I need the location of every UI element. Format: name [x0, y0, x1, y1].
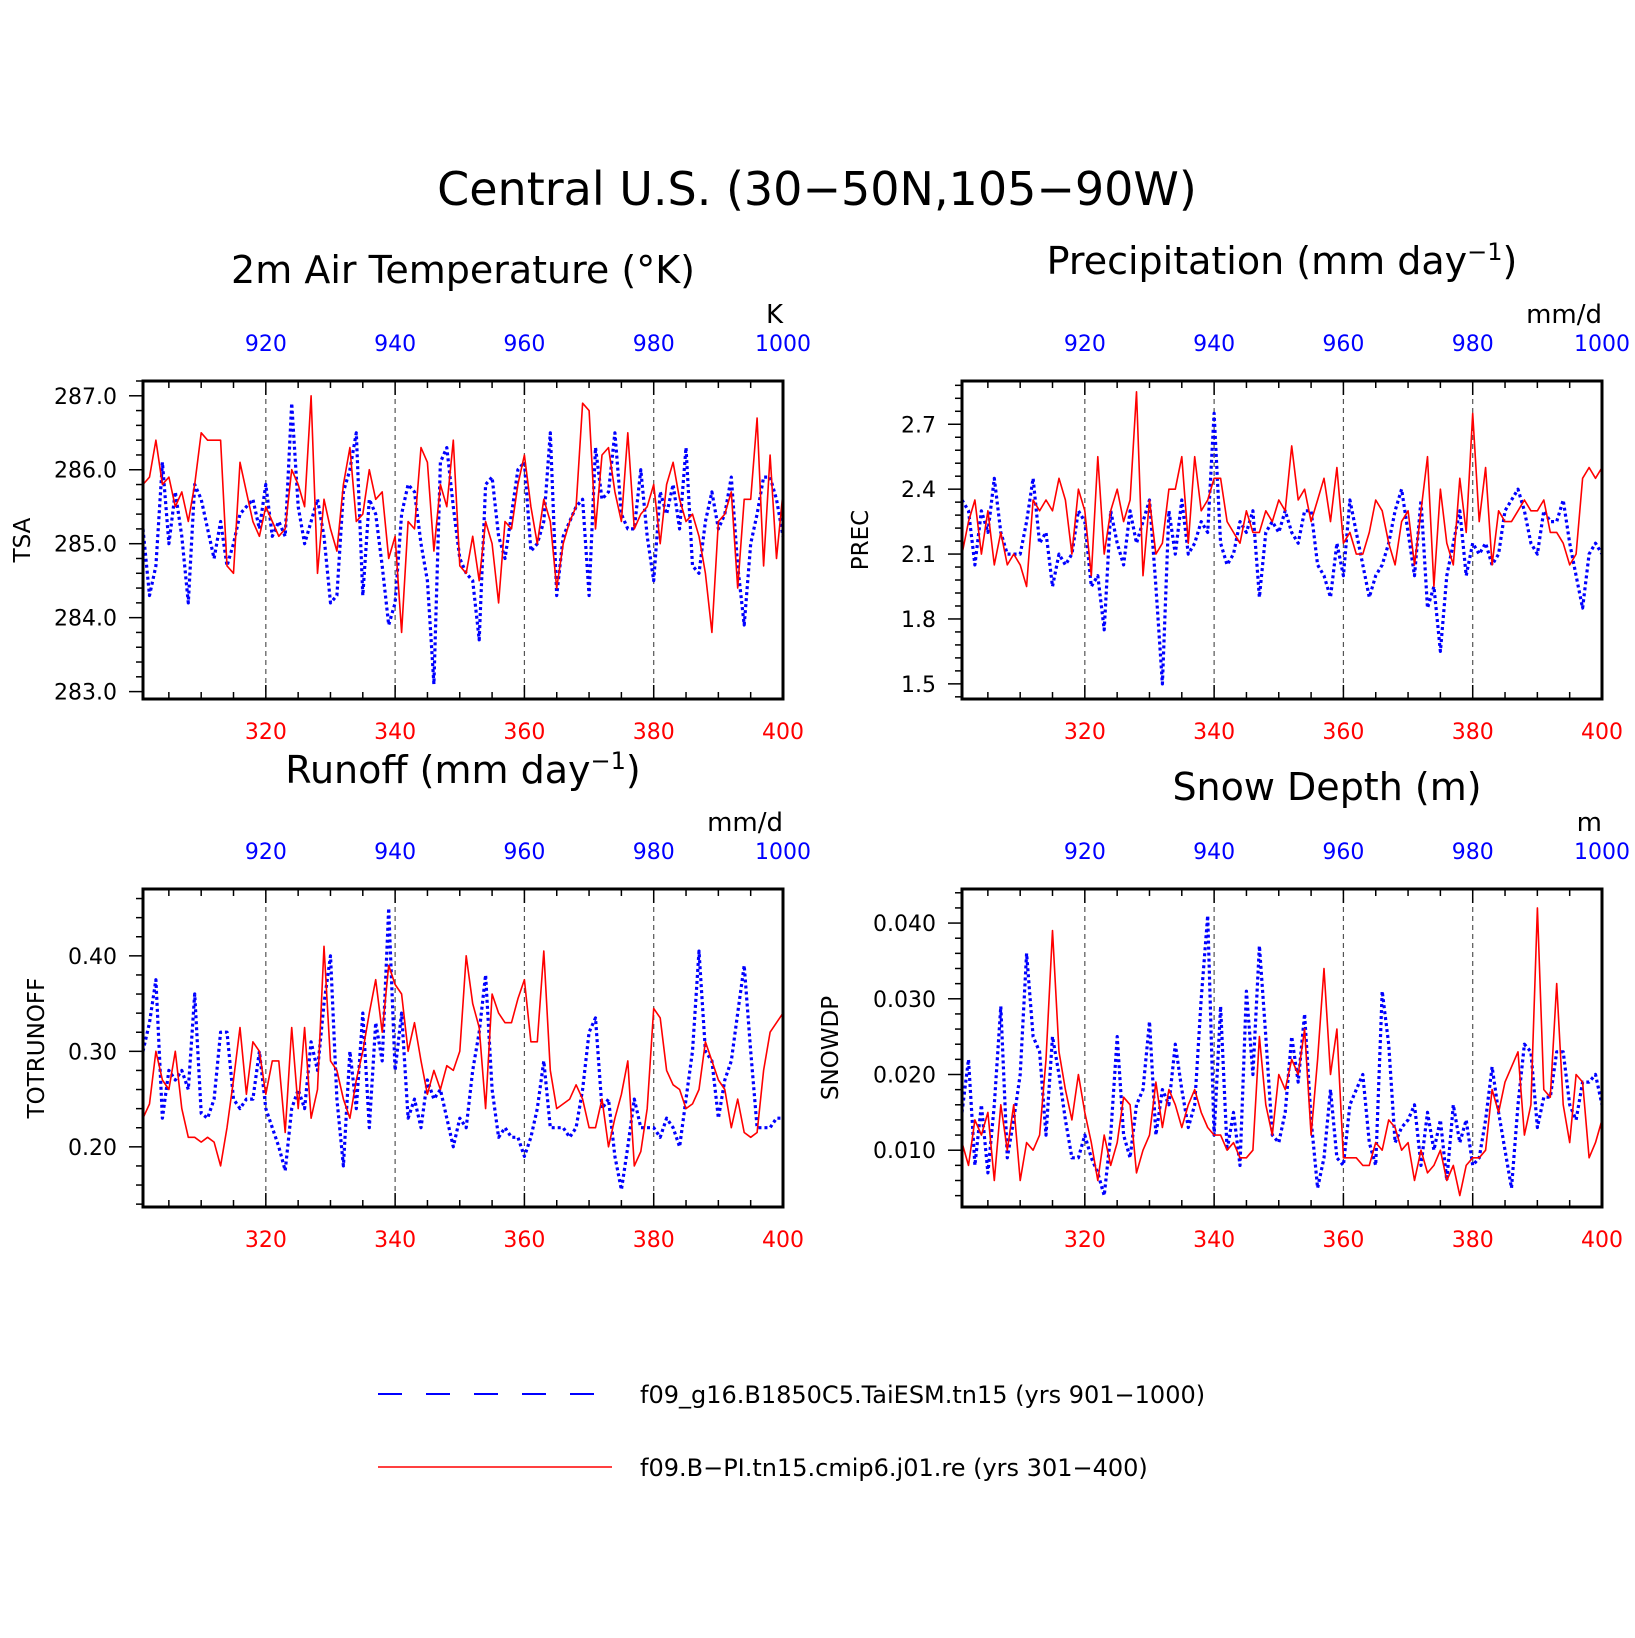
- tsa-xtick-label-top: 980: [633, 332, 675, 357]
- totrunoff-ytick-label: 0.20: [68, 1136, 117, 1161]
- panel-totrunoff: Runoff (mm day−1) TOTRUNOFF mm/d 320 340 360 3…: [24, 747, 811, 1253]
- snowdp-unit: m: [1577, 808, 1602, 838]
- totrunoff-xtick-label-bottom: 340: [374, 1228, 416, 1253]
- prec-series-cmip6: [961, 390, 1603, 588]
- snowdp-xtick-label-bottom: 380: [1452, 1228, 1494, 1253]
- totrunoff-ytick-label: 0.30: [68, 1040, 117, 1065]
- panel-snowdp: Snow Depth (m) SNOWDP m 320 340 360 380 400 920 9…: [818, 765, 1630, 1253]
- prec-xtick-label-bottom: 320: [1064, 720, 1106, 745]
- snowdp-xtick-label-bottom: 360: [1322, 1228, 1364, 1253]
- snowdp-xtick-label-bottom: 340: [1193, 1228, 1235, 1253]
- snowdp-xtick-label-top: 960: [1322, 840, 1364, 865]
- prec-xtick-label-top: 980: [1452, 332, 1494, 357]
- tsa-ytick-label: 286.0: [54, 459, 117, 484]
- totrunoff-xtick-label-top: 920: [245, 840, 287, 865]
- prec-xtick-label-top: 1000: [1574, 332, 1630, 357]
- tsa-xtick-label-bottom: 400: [762, 720, 804, 745]
- snowdp-series-cmip6: [961, 907, 1603, 1197]
- totrunoff-xtick-label-top: 1000: [755, 840, 811, 865]
- prec-ytick-label: 2.1: [901, 543, 936, 568]
- prec-xtick-label-bottom: 340: [1193, 720, 1235, 745]
- tsa-ytick-label: 284.0: [54, 607, 117, 632]
- prec-xtick-label-bottom: 380: [1452, 720, 1494, 745]
- tsa-xtick-label-bottom: 380: [633, 720, 675, 745]
- snowdp-frame: [960, 887, 1604, 1209]
- totrunoff-xtick-label-bottom: 380: [633, 1228, 675, 1253]
- snowdp-xtick-label-top: 1000: [1574, 840, 1630, 865]
- snowdp-ytick-label: 0.030: [873, 988, 936, 1013]
- prec-ylabel: PREC: [848, 510, 874, 570]
- snowdp-series-taiesm: [960, 913, 1604, 1198]
- snowdp-xtick-label-top: 980: [1452, 840, 1494, 865]
- totrunoff-xtick-label-bottom: 320: [245, 1228, 287, 1253]
- prec-series-taiesm: [960, 411, 1604, 686]
- tsa-xtick-label-top: 960: [503, 332, 545, 357]
- totrunoff-ylabel: TOTRUNOFF: [24, 978, 50, 1120]
- totrunoff-xtick-label-top: 980: [633, 840, 675, 865]
- tsa-ytick-label: 285.0: [54, 533, 117, 558]
- panel-tsa: 2m Air Temperature (°K) TSA K 320 340 360 380 4…: [10, 248, 811, 745]
- totrunoff-xtick-label-bottom: 400: [762, 1228, 804, 1253]
- tsa-xtick-label-bottom: 360: [503, 720, 545, 745]
- tsa-series-taiesm: [141, 401, 785, 686]
- totrunoff-title: Runoff (mm day−1): [285, 747, 640, 792]
- tsa-ylabel: TSA: [10, 517, 36, 563]
- totrunoff-frame: [141, 887, 785, 1209]
- tsa-ytick-label: 287.0: [54, 385, 117, 410]
- tsa-unit: K: [766, 300, 784, 330]
- prec-ytick-label: 1.8: [901, 608, 936, 633]
- panel-prec: Precipitation (mm day−1) PREC mm/d 320 340 36…: [848, 238, 1630, 745]
- prec-title: Precipitation (mm day−1): [1047, 238, 1518, 283]
- prec-ytick-label: 1.5: [901, 673, 936, 698]
- tsa-series-cmip6: [142, 394, 784, 634]
- tsa-xtick-label-top: 940: [374, 332, 416, 357]
- prec-frame: [960, 379, 1604, 701]
- snowdp-xtick-label-top: 920: [1064, 840, 1106, 865]
- prec-xtick-label-bottom: 360: [1322, 720, 1364, 745]
- main-title: Central U.S. (30−50N,105−90W): [437, 162, 1197, 216]
- snowdp-xtick-label-bottom: 400: [1581, 1228, 1623, 1253]
- prec-xtick-label-top: 920: [1064, 332, 1106, 357]
- tsa-xtick-label-top: 1000: [755, 332, 811, 357]
- snowdp-xtick-label-bottom: 320: [1064, 1228, 1106, 1253]
- totrunoff-xtick-label-top: 940: [374, 840, 416, 865]
- prec-xtick-label-bottom: 400: [1581, 720, 1623, 745]
- snowdp-ytick-label: 0.010: [873, 1139, 936, 1164]
- tsa-xtick-label-top: 920: [245, 332, 287, 357]
- prec-xtick-label-top: 960: [1322, 332, 1364, 357]
- totrunoff-xtick-label-bottom: 360: [503, 1228, 545, 1253]
- totrunoff-ytick-label: 0.40: [68, 945, 117, 970]
- totrunoff-unit: mm/d: [707, 808, 783, 838]
- snowdp-ytick-label: 0.020: [873, 1064, 936, 1089]
- legend-label-taiesm: f09_g16.B1850C5.TaiESM.tn15 (yrs 901−100…: [640, 1381, 1205, 1409]
- snowdp-xtick-label-top: 940: [1193, 840, 1235, 865]
- totrunoff-series-taiesm: [141, 906, 783, 1192]
- tsa-title: 2m Air Temperature (°K): [231, 248, 695, 292]
- legend: f09_g16.B1850C5.TaiESM.tn15 (yrs 901−100…: [378, 1381, 1205, 1482]
- tsa-frame: [141, 379, 785, 701]
- tsa-xtick-label-bottom: 340: [374, 720, 416, 745]
- snowdp-title: Snow Depth (m): [1172, 765, 1481, 809]
- snowdp-ylabel: SNOWDP: [818, 996, 844, 1100]
- legend-label-cmip6: f09.B−PI.tn15.cmip6.j01.re (yrs 301−400): [640, 1454, 1148, 1482]
- prec-xtick-label-top: 940: [1193, 332, 1235, 357]
- prec-ytick-label: 2.4: [901, 478, 936, 503]
- snowdp-ytick-label: 0.040: [873, 912, 936, 937]
- totrunoff-xtick-label-top: 960: [503, 840, 545, 865]
- prec-ytick-label: 2.7: [901, 413, 936, 438]
- totrunoff-series-cmip6: [142, 945, 784, 1167]
- tsa-xtick-label-bottom: 320: [245, 720, 287, 745]
- tsa-ytick-label: 283.0: [54, 681, 117, 706]
- prec-unit: mm/d: [1526, 300, 1602, 330]
